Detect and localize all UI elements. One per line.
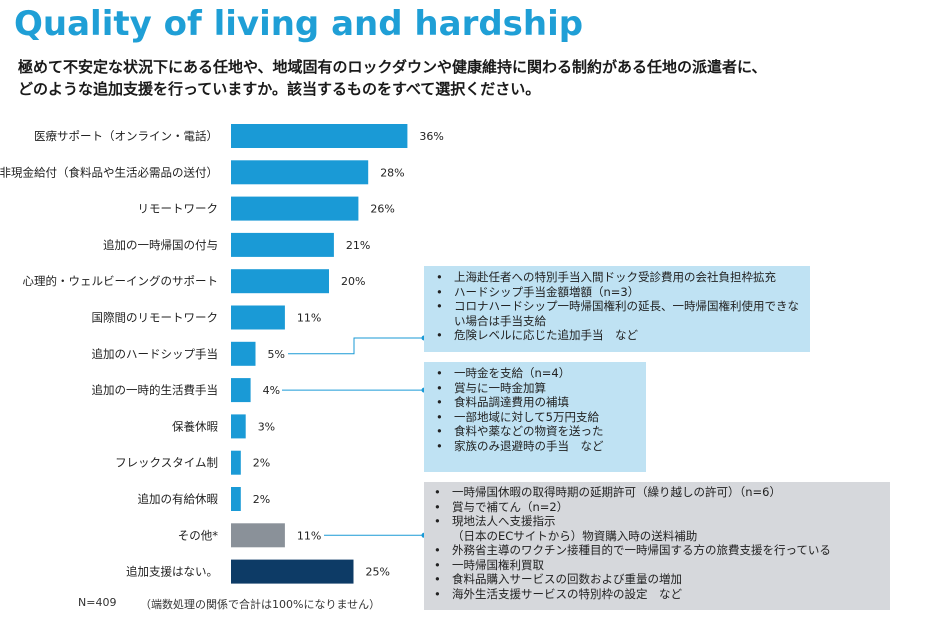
category-label: その他* bbox=[178, 528, 218, 542]
category-label: 追加の一時的生活費手当 bbox=[92, 383, 219, 397]
bar-8 bbox=[231, 414, 246, 439]
note-connectors bbox=[282, 335, 427, 538]
note-item: • 一時金を支給（n=4） bbox=[436, 366, 571, 380]
note-item: • 一部地域に対して5万円支給 bbox=[436, 409, 599, 424]
note-item: • 賞与に一時金加算 bbox=[436, 380, 546, 395]
category-label: 非現金給付（食料品や生活必需品の送付） bbox=[0, 165, 218, 179]
category-label: 保養休暇 bbox=[172, 419, 218, 433]
note-item: • コロナハードシップ一時帰国権利の延長、一時帰国権利使用できな bbox=[436, 299, 799, 313]
sample-size: N=409 bbox=[78, 596, 117, 609]
connector-hardship bbox=[288, 337, 424, 355]
note-item: • 現地法人へ支援指示 bbox=[434, 514, 556, 528]
note-item: • 外務省主導のワクチン接種目的で一時帰国する方の旅費支援を行っている bbox=[434, 543, 831, 557]
note-item: • 食料や薬などの物資を送った bbox=[436, 424, 604, 438]
note-item: • ハードシップ手当金額増額（n=3） bbox=[436, 284, 640, 299]
bar-4 bbox=[231, 269, 329, 294]
question-line-2: どのような追加支援を行っていますか。該当するものをすべて選択ください。 bbox=[18, 80, 541, 98]
value-label: 25% bbox=[366, 566, 390, 579]
bars-group: 医療サポート（オンライン・電話） 36% 非現金給付（食料品や生活必需品の送付） 28… bbox=[0, 124, 444, 584]
category-label: 国際間のリモートワーク bbox=[92, 311, 219, 325]
value-label: 36% bbox=[419, 130, 443, 143]
bar-2 bbox=[231, 196, 359, 221]
value-label: 26% bbox=[370, 203, 394, 216]
note-item: （日本のECサイトから）物資購入時の送料補助 bbox=[452, 528, 698, 543]
bar-12 bbox=[231, 559, 354, 584]
bar-9 bbox=[231, 450, 241, 475]
value-label: 20% bbox=[341, 275, 365, 288]
category-label: 追加の一時帰国の付与 bbox=[103, 238, 218, 252]
category-label: 追加支援はない。 bbox=[126, 565, 218, 579]
bar-0 bbox=[231, 124, 408, 148]
note-item: • 食料品購入サービスの回数および重量の増加 bbox=[434, 572, 682, 586]
bar-1 bbox=[231, 160, 369, 185]
value-label: 11% bbox=[297, 529, 321, 542]
category-label: 医療サポート（オンライン・電話） bbox=[34, 129, 218, 143]
note-item: • 危険レベルに応じた追加手当 など bbox=[436, 328, 638, 342]
value-label: 21% bbox=[346, 239, 370, 252]
category-label: フレックスタイム制 bbox=[115, 456, 218, 470]
category-label: 追加の有給休暇 bbox=[138, 492, 219, 506]
note-item: • 食料品調達費用の補填 bbox=[436, 395, 569, 409]
rounding-note: （端数処理の関係で合計は100%になりません） bbox=[140, 598, 381, 611]
bar-7 bbox=[231, 378, 251, 403]
category-label: 追加のハードシップ手当 bbox=[92, 347, 219, 361]
note-item: • 家族のみ退避時の手当 など bbox=[436, 438, 604, 453]
bar-10 bbox=[231, 487, 241, 511]
note-item: • 海外生活支援サービスの特別枠の設定 など bbox=[434, 586, 682, 601]
value-label: 5% bbox=[268, 348, 285, 361]
bar-11 bbox=[231, 523, 285, 548]
note-item: • 賞与で補てん（n=2） bbox=[434, 499, 569, 514]
bar-5 bbox=[231, 305, 285, 330]
value-label: 2% bbox=[253, 493, 270, 506]
value-label: 11% bbox=[297, 312, 321, 325]
value-label: 28% bbox=[380, 166, 404, 179]
category-label: リモートワーク bbox=[138, 202, 219, 216]
question-line-1: 極めて不安定な状況下にある任地や、地域固有のロックダウンや健康維持に関わる制約が… bbox=[18, 58, 767, 76]
note-hardship-allowance: • 上海赴任者への特別手当入間ドック受診費用の会社負担枠拡充 • ハードシップ手当金… bbox=[424, 266, 810, 352]
value-label: 3% bbox=[258, 420, 275, 433]
value-label: 4% bbox=[263, 384, 280, 397]
bar-3 bbox=[231, 232, 334, 257]
note-item: • 一時帰国休暇の取得時期の延期許可（繰り越しの許可）（n=6） bbox=[434, 485, 781, 499]
category-label: 心理的・ウェルビーイングのサポート bbox=[23, 274, 219, 288]
note-item: • 上海赴任者への特別手当入間ドック受診費用の会社負担枠拡充 bbox=[436, 270, 776, 284]
bar-6 bbox=[231, 341, 256, 366]
note-item: • 一時帰国権利買取 bbox=[434, 557, 544, 572]
page-title: Quality of living and hardship bbox=[14, 4, 584, 44]
note-other: • 一時帰国休暇の取得時期の延期許可（繰り越しの許可）（n=6） • 賞与で補てん（… bbox=[424, 482, 890, 610]
note-living-cost-allowance: • 一時金を支給（n=4） • 賞与に一時金加算 • 食料品調達費用の補填 • 一部地域… bbox=[424, 362, 646, 472]
note-item: い場合は手当支給 bbox=[454, 313, 546, 328]
value-label: 2% bbox=[253, 457, 270, 470]
